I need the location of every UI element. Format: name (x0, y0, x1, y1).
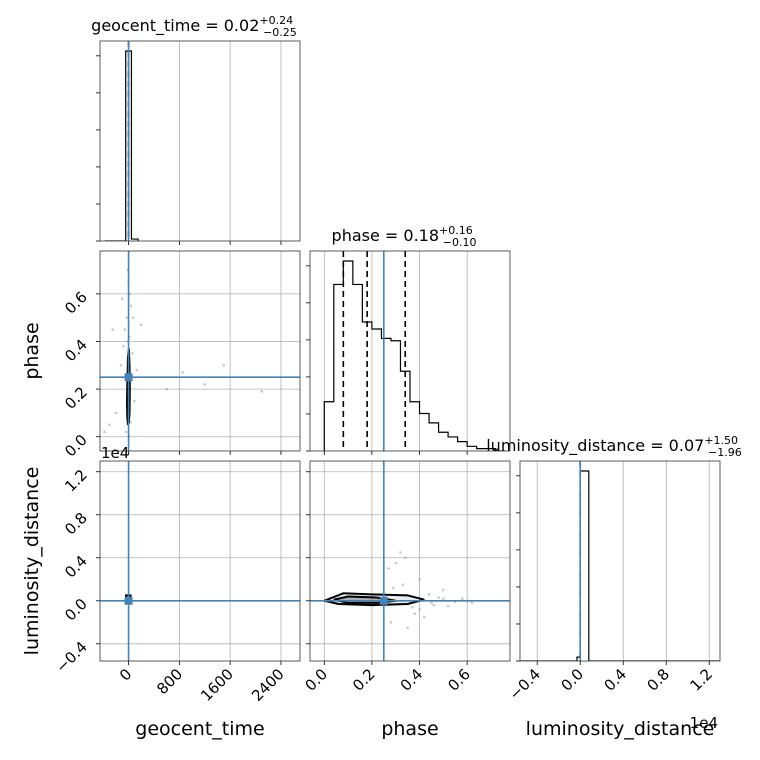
sample-point (430, 601, 433, 605)
sample-point (139, 323, 143, 327)
sample-point (432, 603, 436, 607)
sample-point (442, 588, 445, 592)
sample-point (120, 297, 124, 300)
sample-point (165, 387, 168, 391)
y-tick-label: 0.4 (61, 336, 91, 366)
x-axis-label-phase: phase (381, 718, 438, 740)
sample-point (129, 304, 133, 308)
x-tick-label: 1600 (197, 665, 237, 705)
diag-title-phase: phase = 0.18+0.16 −0.10 (332, 224, 477, 249)
diag-title-luminosity_distance: luminosity_distance = 0.07+1.50 −1.96 (486, 434, 742, 459)
y-tick-label: 0.4 (61, 552, 91, 582)
y-tick-label: 0.6 (61, 288, 91, 318)
histogram-luminosity_distance (520, 470, 720, 661)
sample-point (446, 604, 450, 608)
sample-point (418, 577, 421, 581)
x-tick-label: 2400 (248, 665, 288, 705)
sample-point (122, 344, 125, 348)
sample-point (260, 390, 264, 393)
sample-point (442, 597, 445, 600)
sample-point (132, 399, 136, 403)
sample-point (387, 567, 390, 570)
diag-panel-luminosity_distance (519, 460, 721, 662)
y-tick-label: −0.4 (52, 638, 90, 676)
sample-point (108, 423, 111, 427)
y-axis-label-luminosity_distance: luminosity_distance (21, 467, 43, 656)
sample-point (123, 328, 127, 331)
y-axis-label-phase: phase (21, 322, 43, 379)
x-tick-label: 800 (153, 665, 186, 698)
sample-point (124, 430, 128, 434)
sample-point (427, 593, 431, 596)
sample-point (111, 328, 114, 331)
sample-point (135, 368, 139, 372)
histogram-phase (323, 260, 506, 451)
sample-point (181, 371, 184, 374)
sample-point (131, 316, 135, 319)
sample-point (392, 586, 395, 590)
y-tick-label: 0.8 (61, 509, 91, 539)
sample-point (114, 411, 118, 415)
sample-point (418, 608, 421, 611)
panel-geocent_time-vs-phase (99, 250, 301, 452)
y-tick-label: 0.0 (61, 595, 91, 625)
sample-point (399, 551, 402, 554)
sample-point (103, 430, 106, 434)
x-axis-label-luminosity_distance: luminosity_distance (526, 718, 715, 740)
y-tick-label: 1.2 (61, 466, 91, 496)
sample-point (203, 383, 207, 386)
diag-panel-geocent_time (99, 40, 301, 242)
sample-point (437, 596, 440, 599)
x-tick-label: 1.2 (686, 665, 716, 695)
x-tick-label: 0.2 (349, 665, 379, 695)
y-offset-text: 1e4 (101, 444, 129, 462)
x-axis-label-geocent_time: geocent_time (135, 718, 264, 740)
diag-title-geocent_time: geocent_time = 0.02+0.24 −0.25 (91, 14, 297, 39)
panel-geocent_time-vs-luminosity_distance (99, 460, 301, 662)
sample-point (131, 352, 134, 355)
sample-point (125, 316, 128, 319)
sample-point (389, 620, 393, 624)
diag-panel-phase (309, 250, 511, 452)
x-tick-label: 0 (116, 665, 135, 684)
sample-point (406, 626, 409, 629)
sample-point (119, 363, 123, 367)
truth-marker (124, 373, 133, 382)
sample-point (403, 556, 407, 560)
sample-point (413, 612, 417, 615)
sample-point (394, 561, 398, 565)
x-tick-label: 0.6 (444, 665, 474, 695)
sample-point (222, 363, 226, 367)
sample-point (411, 605, 414, 609)
histogram-geocent_time (104, 50, 139, 241)
sample-point (401, 583, 405, 586)
x-tick-label: 0.4 (600, 665, 630, 695)
y-tick-label: 0.0 (61, 431, 91, 461)
panel-phase-vs-luminosity_distance (309, 460, 511, 662)
x-tick-label: −0.4 (506, 665, 544, 703)
truth-marker (379, 596, 388, 605)
x-offset-text: 1e4 (690, 714, 718, 732)
truth-marker (124, 596, 133, 605)
x-tick-label: 0.0 (302, 665, 332, 695)
x-tick-label: 0.4 (397, 665, 427, 695)
x-tick-label: 0.8 (643, 665, 673, 695)
sample-point (470, 601, 474, 605)
x-tick-label: 0.0 (557, 665, 587, 695)
sample-point (461, 597, 464, 600)
sample-point (422, 615, 426, 619)
y-tick-label: 0.2 (61, 383, 91, 413)
